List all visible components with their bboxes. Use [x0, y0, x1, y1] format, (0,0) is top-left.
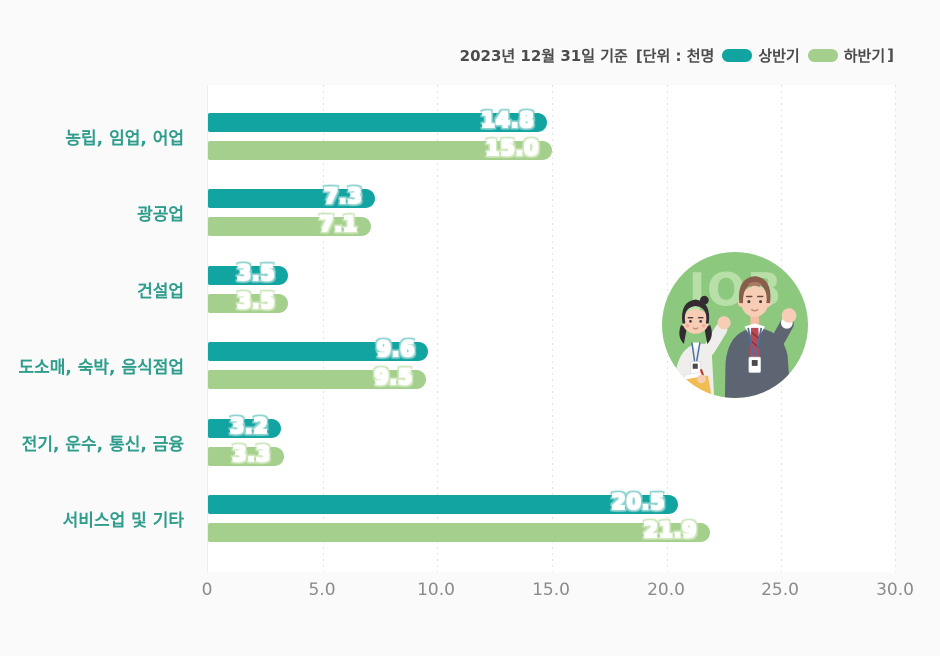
unit-bracket-close: ]: [887, 46, 894, 64]
gridline: [895, 85, 896, 572]
bar-second-half: 15.0: [208, 136, 552, 160]
bar-first-half: 9.6: [208, 337, 429, 361]
x-tick-label: 20.0: [647, 580, 685, 600]
category-label: 서비스업 및 기타: [62, 511, 184, 531]
bar-value-label: 21.9: [643, 518, 698, 542]
unit-label: [단위 : 천명: [635, 46, 715, 65]
legend-label-first-half: 상반기: [758, 46, 800, 65]
gridline: [323, 85, 324, 572]
bar-value-label: 3.5: [236, 289, 276, 313]
bar-first-half: 14.8: [208, 108, 548, 132]
bar-second-half: 3.3: [208, 442, 284, 466]
bar-value-label: 20.5: [611, 490, 666, 514]
bar-second-half: 9.5: [208, 365, 426, 389]
bar-value-label: 7.1: [319, 212, 358, 236]
bar-first-half: 3.2: [208, 414, 282, 438]
bar-value-label: 15.0: [485, 136, 539, 160]
x-tick-label: 5.0: [308, 580, 336, 600]
legend-item-second-half: 하반기 ]: [807, 45, 894, 66]
bar-first-half: 7.3: [208, 184, 376, 208]
x-axis: 0 5.0 10.0 15.0 20.0 25.0 30.0: [0, 580, 940, 606]
x-tick-label: 15.0: [532, 580, 570, 600]
as-of-label: 2023년 12월 31일 기준: [459, 46, 628, 65]
bar-value-label: 9.5: [374, 365, 413, 389]
bar-value-label: 9.6: [376, 337, 416, 361]
legend-item-first-half: 상반기: [722, 45, 800, 66]
gridline: [552, 85, 553, 572]
bar-first-half: 20.5: [208, 490, 679, 514]
x-tick-label: 10.0: [417, 580, 455, 600]
bar-second-half: 21.9: [208, 518, 711, 542]
x-tick-label: 25.0: [761, 580, 799, 600]
category-label: 건설업: [137, 282, 184, 302]
x-tick-label: 30.0: [876, 580, 914, 600]
bar-value-label: 7.3: [323, 184, 363, 208]
chart-header: 2023년 12월 31일 기준 [단위 : 천명 상반기 하반기 ]: [460, 44, 894, 66]
category-label: 도소매, 숙박, 음식점업: [18, 358, 184, 378]
legend-label-second-half: 하반기: [843, 46, 886, 65]
bar-value-label: 3.3: [231, 442, 271, 466]
job-illustration: JOB: [662, 252, 808, 398]
x-tick-label: 0: [201, 580, 213, 600]
category-label: 농립, 임업, 어업: [65, 129, 184, 149]
bar-first-half: 3.5: [208, 261, 289, 285]
gridline: [437, 85, 438, 572]
category-label: 전기, 운수, 통신, 금융: [21, 435, 184, 455]
legend-swatch-second-half-icon: [807, 48, 838, 62]
bar-second-half: 7.1: [208, 212, 371, 236]
man-figure: [724, 276, 797, 398]
bar-value-label: 3.2: [229, 414, 269, 438]
bar-value-label: 3.5: [236, 261, 276, 285]
bar-value-label: 14.8: [480, 108, 535, 132]
legend-swatch-first-half-icon: [722, 48, 753, 62]
bar-second-half: 3.5: [208, 289, 289, 313]
job-illustration-svg: JOB: [662, 252, 808, 398]
category-label: 광공업: [137, 205, 184, 225]
